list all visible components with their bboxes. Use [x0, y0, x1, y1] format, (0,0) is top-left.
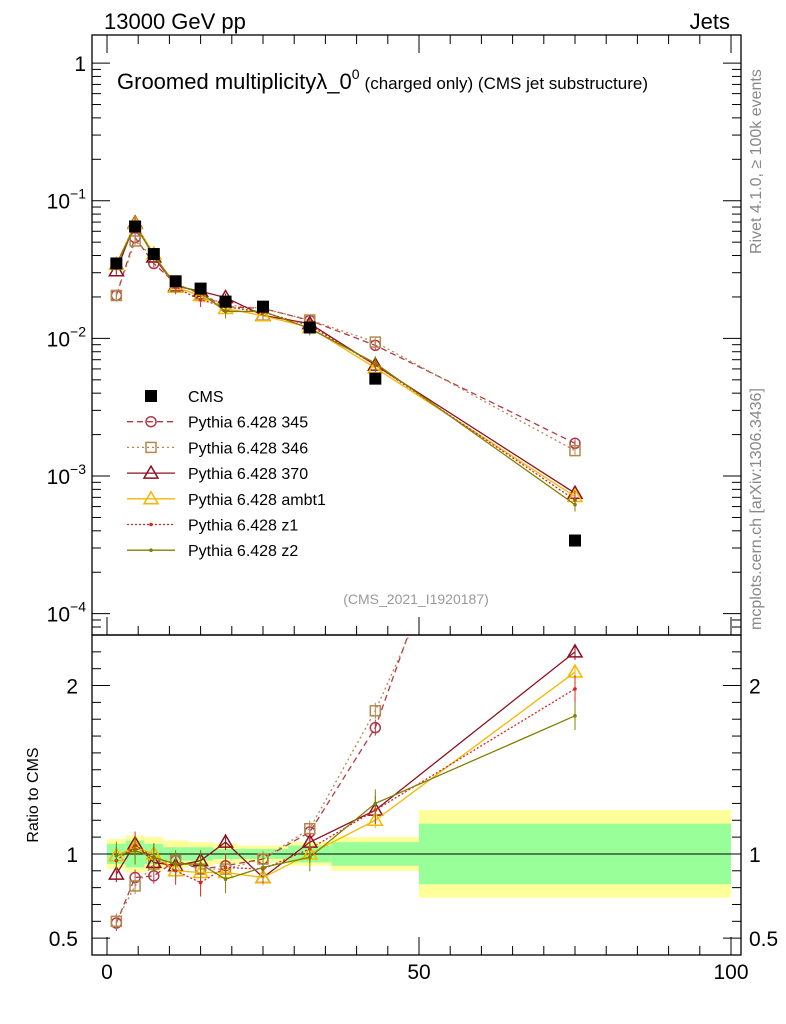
x-tick-label: 50 [407, 961, 430, 984]
y-tick-label: 10−1 [47, 186, 87, 214]
series-z2-ratio-point [152, 855, 156, 860]
series-z2-line [115, 224, 576, 506]
y-tick-label: 10−2 [47, 323, 87, 351]
series-346-point [110, 289, 123, 302]
legend-marker [145, 441, 157, 454]
analysis-label: (CMS_2021_I1920187) [343, 591, 489, 607]
data-point [194, 282, 207, 295]
legend-marker [145, 415, 157, 428]
series-z2-point [573, 502, 577, 507]
ratio-tick-label: 1 [66, 844, 78, 867]
series-346-ratio-point [369, 705, 382, 717]
x-axis: 0 50 100 [101, 35, 749, 984]
legend-entry: Pythia 6.428 z2 [127, 543, 298, 560]
plot-title: Groomed multiplicityλ_00 (charged only) (… [117, 66, 648, 94]
series-z2-ratio-point [223, 877, 228, 882]
ratio-y-label: Ratio to CMS [25, 747, 42, 842]
ratio-panel [91, 158, 742, 956]
ratio-tick-label-right: 1 [749, 844, 761, 867]
ratio-tick-label-right: 2 [749, 676, 761, 699]
ratio-y-axis: 0.5 0.5 1 1 2 2 [49, 651, 778, 951]
series-z2-ratio-point [133, 848, 137, 853]
main-y-axis: 1 10−1 10−2 10−3 10−4 [47, 53, 741, 636]
legend-entry: Pythia 6.428 346 [127, 440, 308, 457]
legend-entry: CMS [145, 389, 224, 406]
series-346-point [129, 235, 141, 247]
data-point [569, 534, 581, 547]
mcplots-label: mcplots.cern.ch [arXiv:1306.3436] [748, 388, 765, 630]
legend-label: Pythia 6.428 z1 [188, 518, 298, 535]
data-point [219, 295, 232, 308]
series-z2-ratio-point [173, 862, 178, 866]
legend-label: Pythia 6.428 ambt1 [188, 492, 326, 509]
legend-label: CMS [188, 389, 224, 406]
legend-entry: Pythia 6.428 345 [127, 415, 308, 432]
series-z1-ratio-point [198, 880, 203, 885]
series-346-point [569, 444, 581, 457]
ratio-tick-label-right: 0.5 [749, 928, 778, 951]
legend-label: Pythia 6.428 345 [188, 415, 308, 432]
data-point [303, 321, 316, 334]
legend-entry: Pythia 6.428 z1 [127, 518, 298, 535]
series-345-line [115, 236, 576, 444]
legend-marker [149, 522, 153, 527]
series-z2-point [223, 309, 228, 314]
y-tick-label: 10−3 [47, 461, 87, 489]
series-345-ratio-point [369, 721, 382, 734]
series-z2-ratio-line [116, 715, 576, 880]
series-z2-ratio-point [573, 714, 577, 718]
series-z1-line [115, 222, 576, 501]
series-346-point [369, 336, 382, 348]
legend-marker [149, 548, 153, 552]
series-ambt1-ratio-line [116, 671, 576, 879]
series-z2-ratio-point [261, 865, 265, 870]
data-point [110, 257, 123, 270]
series-346-ratio-point [110, 915, 123, 928]
energy-label: 13000 GeV pp [104, 9, 246, 34]
series-z1-point [198, 298, 203, 302]
series-z2-point [373, 361, 378, 366]
series-370-ratio-point [217, 833, 234, 848]
legend-marker [142, 464, 160, 479]
data-point [369, 372, 382, 385]
series-ambt1-ratio-point [367, 811, 384, 827]
series-346-ratio-point [129, 880, 141, 892]
y-tick-label: 1 [74, 53, 86, 76]
legend-marker [142, 490, 160, 505]
legend-label: Pythia 6.428 z2 [188, 543, 298, 560]
x-tick-label: 100 [713, 961, 748, 984]
legend-marker [145, 390, 157, 402]
series-z2-ratio-point [373, 801, 378, 806]
rivet-label: Rivet 4.1.0, ≥ 100k events [748, 69, 765, 254]
ratio-tick-label: 2 [66, 676, 78, 699]
legend-entry: Pythia 6.428 370 [127, 464, 308, 483]
legend-label: Pythia 6.428 346 [188, 440, 308, 457]
series-370-ratio-line [115, 651, 576, 879]
legend: CMS Pythia 6.428 345 Pythia 6.428 346 Pythi… [127, 389, 326, 560]
legend-entry: Pythia 6.428 ambt1 [127, 490, 326, 509]
series-z2-ratio-point [308, 855, 312, 860]
data-point [129, 220, 142, 233]
series-z2-ratio-point [114, 853, 119, 858]
y-tick-label: 10−4 [47, 599, 87, 627]
process-label: Jets [690, 9, 730, 34]
series-z1-ratio-point [573, 687, 577, 691]
series-345-ratio-point [570, 158, 580, 168]
data-point [169, 275, 182, 288]
series-z2-ratio-point [198, 862, 203, 866]
series-370-ratio-point [108, 865, 125, 880]
data-point [257, 300, 269, 313]
series-ambt1-point [254, 307, 272, 322]
ratio-frame [91, 634, 742, 956]
data-point [147, 248, 160, 261]
ratio-tick-label: 0.5 [49, 928, 78, 951]
x-tick-label: 0 [101, 961, 113, 984]
series-346-ratio-point [570, 259, 580, 269]
series-345-ratio-line [115, 635, 409, 924]
series-370-ratio-point [566, 643, 584, 658]
series-346-line [115, 239, 576, 452]
legend-label: Pythia 6.428 370 [188, 466, 308, 483]
